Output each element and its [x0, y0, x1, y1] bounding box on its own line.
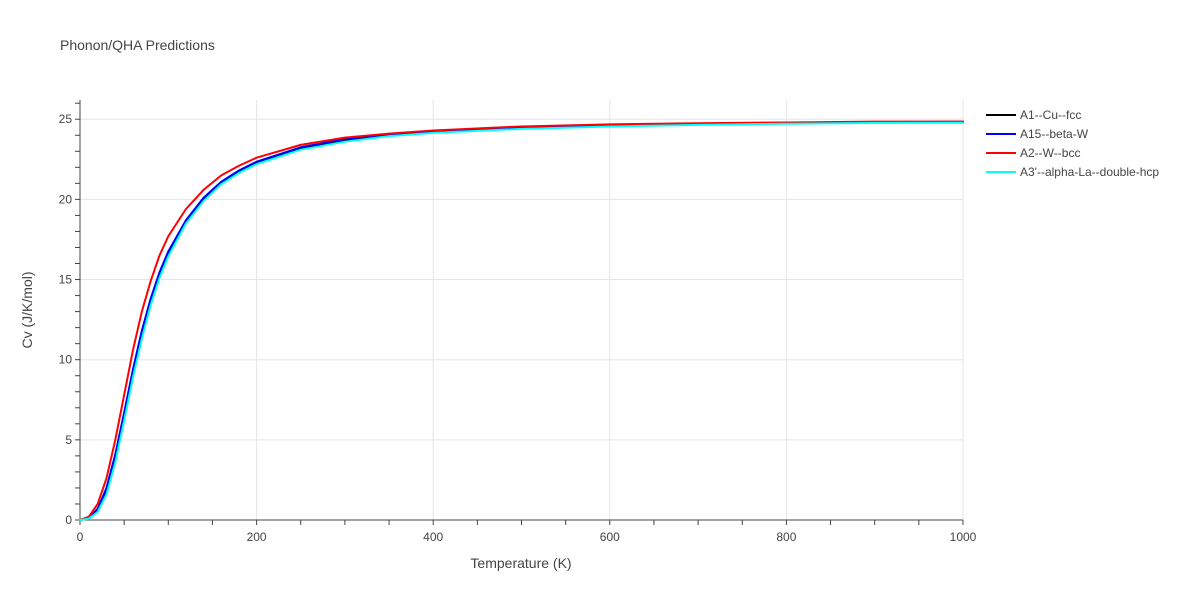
chart-title: Phonon/QHA Predictions	[60, 37, 215, 53]
y-axis-title: Cv (J/K/mol)	[19, 272, 35, 349]
x-tick-label: 400	[423, 530, 443, 544]
series-line-3	[79, 121, 964, 521]
x-tick-label: 800	[776, 530, 796, 544]
plot-lines	[79, 120, 964, 521]
x-tick-label: 0	[77, 530, 84, 544]
grid	[80, 100, 964, 520]
legend-label: A1--Cu--fcc	[1020, 108, 1081, 122]
legend-label: A3'--alpha-La--double-hcp	[1020, 165, 1159, 179]
y-tick-label: 20	[59, 192, 73, 206]
x-tick-label: 200	[247, 530, 267, 544]
y-axis-ticks: 0 5 10 15 20 25	[59, 112, 73, 527]
y-tick-label: 15	[59, 273, 73, 287]
series-line-2	[79, 120, 964, 521]
x-axis-title: Temperature (K)	[470, 555, 571, 571]
y-tick-label: 25	[59, 112, 73, 126]
y-tick-label: 5	[65, 433, 72, 447]
x-axis-ticks: 0 200 400 600 800 1000	[77, 530, 977, 544]
y-tick-label: 0	[65, 513, 72, 527]
legend-label: A15--beta-W	[1020, 127, 1089, 141]
y-tick-label: 10	[59, 353, 73, 367]
legend-label: A2--W--bcc	[1020, 146, 1080, 160]
x-tick-label: 600	[600, 530, 620, 544]
legend: A1--Cu--fcc A15--beta-W A2--W--bcc A3'--alp…	[986, 108, 1159, 179]
x-tick-label: 1000	[950, 530, 977, 544]
axes	[75, 100, 964, 525]
